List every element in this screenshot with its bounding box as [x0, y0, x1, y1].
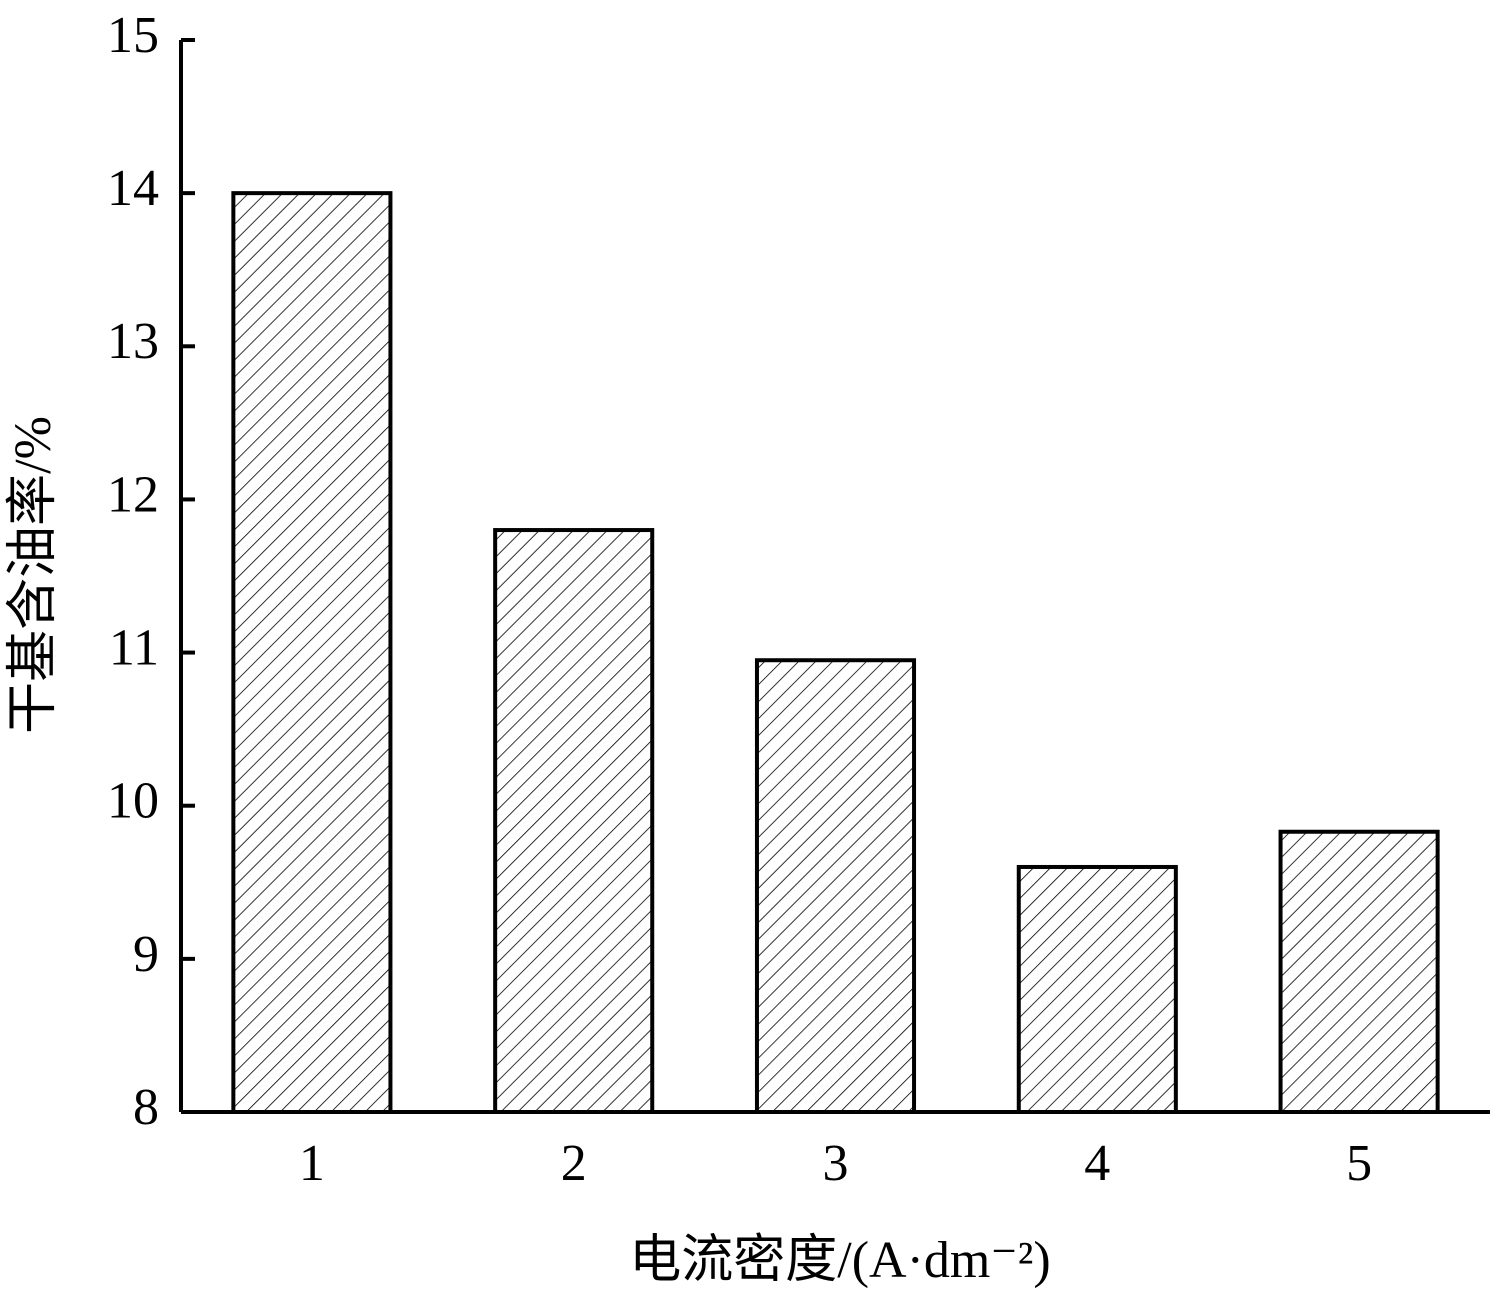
y-tick-label: 12	[107, 466, 159, 523]
y-tick-label: 9	[133, 926, 159, 983]
y-tick-label: 10	[107, 773, 159, 830]
y-tick-label: 11	[109, 620, 159, 677]
x-tick-label: 3	[823, 1135, 849, 1192]
x-tick-label: 2	[561, 1135, 587, 1192]
y-tick-label: 14	[107, 160, 159, 217]
bar	[231, 191, 393, 1114]
y-tick-label: 15	[107, 7, 159, 64]
x-tick-label: 4	[1084, 1135, 1110, 1192]
bar	[1278, 829, 1440, 1115]
bar	[1016, 864, 1178, 1114]
bar	[493, 528, 655, 1114]
x-tick-label: 1	[299, 1135, 325, 1192]
bar	[754, 658, 917, 1114]
y-axis-label: 干基含油率/%	[5, 416, 62, 734]
y-tick-label: 8	[133, 1079, 159, 1136]
x-axis-label: 电流密度/(A·dm⁻²)	[629, 1232, 1050, 1289]
x-tick-label: 5	[1346, 1135, 1372, 1192]
y-tick-label: 13	[107, 313, 159, 370]
